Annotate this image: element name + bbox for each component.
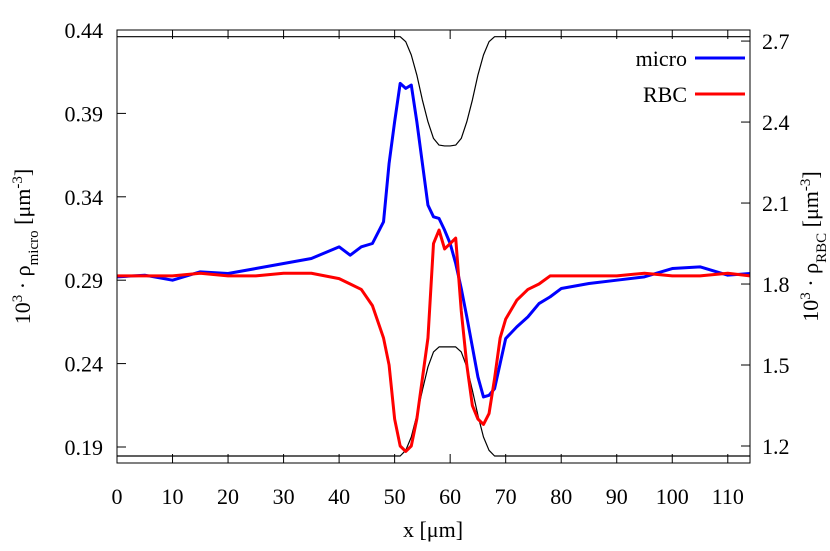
y2-axis-label-part: [μm <box>798 191 823 233</box>
y2-tick-label: 1.8 <box>762 272 790 297</box>
y2-tick-label: 2.1 <box>762 191 790 216</box>
y2-axis-label-part: · ρ <box>798 263 823 292</box>
y-axis-label: 103 · ρmicro [μm-3] <box>10 169 42 324</box>
y2-tick-label: 2.4 <box>762 110 790 135</box>
y2-tick-label: 1.2 <box>762 434 790 459</box>
y-tick-label: 0.19 <box>65 435 104 460</box>
x-tick-label: 100 <box>656 484 689 509</box>
y2-axis-label-part: RBC <box>814 233 830 263</box>
legend-label: RBC <box>643 82 687 107</box>
x-tick-label: 110 <box>712 484 744 509</box>
y-tick-label: 0.24 <box>65 352 104 377</box>
x-tick-label: 50 <box>384 484 406 509</box>
y-axis-label-part: 10 <box>10 302 35 324</box>
x-tick-label: 20 <box>217 484 239 509</box>
x-axis-label: x [μm] <box>403 517 463 542</box>
data-line <box>117 228 751 453</box>
y-axis-label-part: [μm <box>10 189 35 231</box>
x-tick-label: 90 <box>606 484 628 509</box>
data-line <box>116 81 751 399</box>
x-tick-label: 40 <box>328 484 350 509</box>
y-tick-label: 0.34 <box>65 185 104 210</box>
plot-frame <box>116 29 751 464</box>
wall-line <box>117 346 750 457</box>
y2-axis-label: 103 · ρRBC [μm-3] <box>798 171 830 321</box>
y-axis-label-part: ] <box>10 169 35 176</box>
y-axis-label-part: -3 <box>10 176 26 189</box>
y-axis-label-part: micro <box>26 230 42 265</box>
y-tick-label: 0.44 <box>65 18 104 43</box>
y-axis-label-part: · ρ <box>10 265 35 294</box>
legend-label: micro <box>636 46 687 71</box>
y2-axis-label-part: 3 <box>798 292 814 300</box>
y2-tick-label: 2.7 <box>762 29 790 54</box>
x-tick-label: 0 <box>112 484 123 509</box>
y2-tick-label: 1.5 <box>762 353 790 378</box>
x-tick-label: 80 <box>550 484 572 509</box>
wall-line <box>117 36 750 147</box>
y-tick-label: 0.29 <box>65 268 104 293</box>
x-tick-label: 10 <box>162 484 184 509</box>
x-tick-label: 60 <box>439 484 461 509</box>
y-tick-label: 0.39 <box>65 101 104 126</box>
y2-axis-label-part: -3 <box>798 179 814 192</box>
x-tick-label: 70 <box>495 484 517 509</box>
y2-axis-label-part: 10 <box>798 300 823 322</box>
x-tick-label: 30 <box>273 484 295 509</box>
y2-axis-label-part: ] <box>798 171 823 178</box>
y-axis-label-part: 3 <box>10 295 26 303</box>
